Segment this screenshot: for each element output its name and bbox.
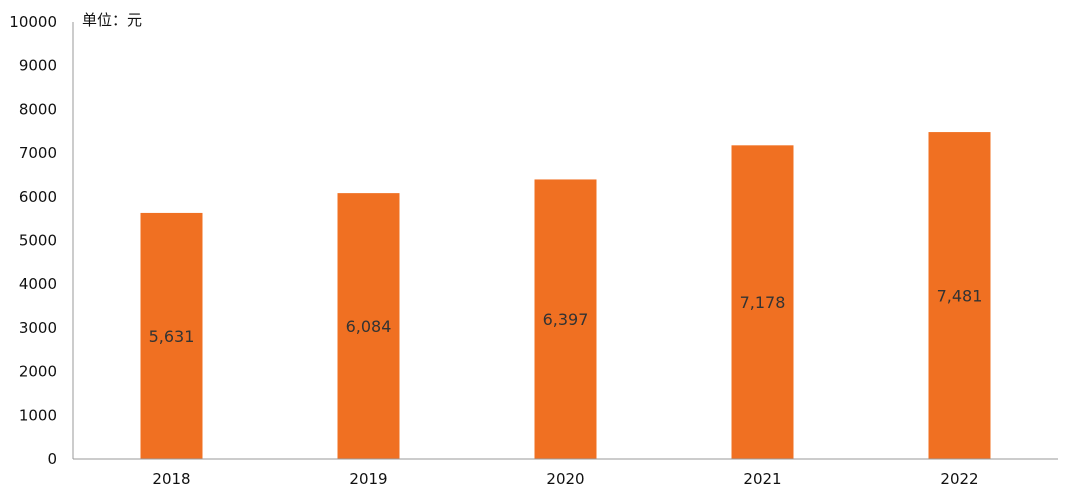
x-tick-label: 2021 bbox=[743, 470, 781, 488]
bar-value-label: 7,481 bbox=[937, 287, 983, 306]
y-tick-label: 6000 bbox=[19, 188, 57, 206]
x-tick-label: 2020 bbox=[546, 470, 584, 488]
y-tick-label: 2000 bbox=[19, 363, 57, 381]
bar-2020 bbox=[534, 179, 597, 459]
bar-2022 bbox=[928, 132, 991, 459]
bars: 5,631 6,084 6,397 7,178 7,481 bbox=[140, 132, 991, 459]
bar-2021 bbox=[731, 145, 794, 459]
bar-2018 bbox=[140, 212, 203, 459]
y-tick-label: 3000 bbox=[19, 319, 57, 337]
y-tick-label: 10000 bbox=[9, 13, 57, 31]
y-tick-label: 7000 bbox=[19, 144, 57, 162]
bar-value-label: 6,084 bbox=[346, 317, 392, 336]
y-axis-ticks: 0 1000 2000 3000 4000 5000 6000 7000 8000 9000 100… bbox=[9, 13, 57, 468]
bar-value-label: 7,178 bbox=[740, 293, 786, 312]
y-tick-label: 9000 bbox=[19, 57, 57, 75]
y-tick-label: 1000 bbox=[19, 406, 57, 424]
y-tick-label: 0 bbox=[47, 450, 57, 468]
x-tick-label: 2019 bbox=[349, 470, 387, 488]
y-tick-label: 8000 bbox=[19, 100, 57, 118]
x-axis-ticks: 2018 2019 2020 2021 2022 bbox=[152, 470, 978, 488]
x-tick-label: 2018 bbox=[152, 470, 190, 488]
x-tick-label: 2022 bbox=[940, 470, 978, 488]
unit-label: 单位：元 bbox=[82, 11, 142, 29]
y-tick-label: 5000 bbox=[19, 232, 57, 250]
bar-value-label: 6,397 bbox=[543, 310, 589, 329]
bar-value-label: 5,631 bbox=[149, 327, 195, 346]
bar-2019 bbox=[337, 193, 400, 459]
y-tick-label: 4000 bbox=[19, 275, 57, 293]
